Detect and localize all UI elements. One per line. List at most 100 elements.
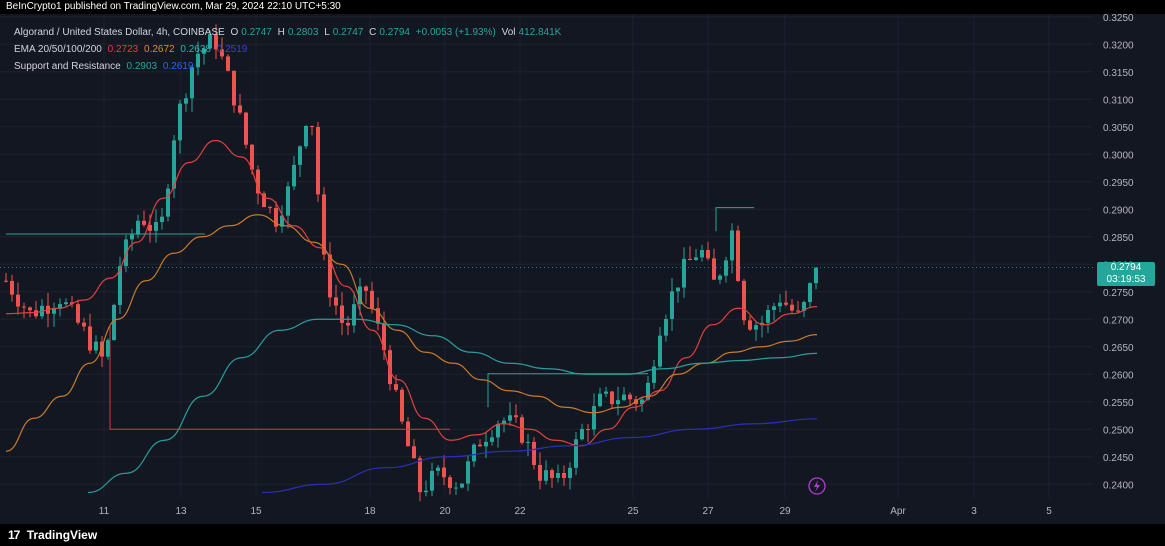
y-tick-label: 0.2750 (1103, 288, 1134, 299)
x-tick-label: 29 (779, 506, 791, 517)
y-tick-label: 0.2700 (1103, 315, 1134, 326)
y-tick-label: 0.2900 (1103, 205, 1134, 216)
candle-body (166, 188, 170, 217)
candle-body (262, 193, 266, 208)
candle-body (586, 429, 590, 431)
symbol-row: Algorand / United States Dollar, 4h, COI… (14, 24, 564, 41)
chart-legend: Algorand / United States Dollar, 4h, COI… (14, 24, 564, 75)
candle-body (616, 400, 620, 405)
candle-body (298, 146, 302, 165)
candle-body (322, 194, 326, 255)
ema100-line (87, 318, 818, 494)
y-tick-label: 0.2500 (1103, 425, 1134, 436)
candle-body (694, 257, 698, 260)
candle-body (178, 103, 182, 141)
x-tick-label: 13 (175, 506, 187, 517)
candle-body (16, 294, 20, 307)
ohlc-c-value: 0.2794 (379, 27, 410, 38)
y-tick-label: 0.3050 (1103, 123, 1134, 134)
published-text: BeInCrypto1 published on TradingView.com… (6, 1, 341, 12)
ohlc-h-label: H (277, 27, 285, 38)
ema-label[interactable]: EMA 20/50/100/200 (14, 44, 102, 55)
candle-body (406, 421, 410, 447)
candle-body (310, 126, 314, 128)
ema50-line (5, 214, 818, 452)
x-tick-label: 18 (364, 506, 376, 517)
symbol-label[interactable]: Algorand / United States Dollar, 4h, COI… (14, 27, 225, 38)
candle-body (448, 477, 452, 488)
sr-row: Support and Resistance 0.2903 0.2619 (14, 58, 564, 75)
candle-body (22, 306, 26, 308)
candle-body (496, 423, 500, 438)
candle-body (328, 254, 332, 298)
candle-body (574, 439, 578, 468)
candle-body (622, 394, 626, 401)
candle-body (436, 467, 440, 471)
candle-body (544, 470, 548, 481)
candle-body (610, 391, 614, 405)
candle-body (520, 417, 524, 443)
ema200-value: 0.2519 (216, 44, 248, 55)
candle-body (148, 224, 152, 231)
y-tick-label: 0.3150 (1103, 68, 1134, 79)
candle-body (664, 318, 668, 336)
footer-brand: 17 TradingView (0, 524, 1165, 546)
resistance-line-upper (715, 207, 754, 232)
support-line-lower (109, 324, 450, 430)
candle-body (154, 222, 158, 231)
support-line-mid (487, 373, 648, 408)
candle-body (412, 446, 416, 459)
candle-body (112, 304, 116, 341)
y-tick-label: 0.2550 (1103, 398, 1134, 409)
ema50-value: 0.2672 (144, 44, 175, 55)
candle-body (700, 250, 704, 258)
candle-body (754, 325, 758, 330)
candle-body (334, 297, 338, 306)
candle-body (478, 444, 482, 447)
candle-body (292, 164, 296, 187)
candle-body (208, 34, 212, 49)
ema-row: EMA 20/50/100/200 0.2723 0.2672 0.2638 0… (14, 41, 564, 58)
x-tick-label: 25 (627, 506, 639, 517)
candle-body (76, 304, 80, 323)
x-tick-label: Apr (890, 506, 906, 517)
candle-body (376, 308, 380, 324)
candle-body (400, 389, 404, 422)
volume-value: 412.841K (518, 27, 562, 38)
candle-body (238, 105, 242, 113)
candle-body (808, 283, 812, 303)
ema200-line (261, 418, 818, 494)
candle-body (628, 394, 632, 400)
candle-body (646, 382, 650, 400)
candle-body (514, 415, 518, 418)
candle-body (454, 487, 458, 489)
candle-body (160, 216, 164, 223)
candle-body (196, 53, 200, 68)
candle-body (592, 406, 596, 430)
candle-body (652, 366, 656, 383)
candle-body (250, 144, 254, 170)
candle-body (394, 384, 398, 390)
candle-body (562, 472, 566, 478)
candle-body (232, 70, 236, 106)
candle-body (784, 302, 788, 305)
candle-body (304, 126, 308, 147)
x-tick-label: 5 (1046, 506, 1052, 517)
candle-body (580, 429, 584, 440)
candle-body (130, 234, 134, 240)
candle-body (742, 280, 746, 321)
x-tick-label: 11 (99, 506, 110, 517)
x-tick-label: 27 (702, 506, 714, 517)
candle-body (118, 266, 122, 305)
published-header: BeInCrypto1 published on TradingView.com… (0, 0, 1165, 14)
candle-body (466, 461, 470, 484)
ohlc-o-label: O (230, 27, 239, 38)
candle-body (670, 291, 674, 319)
candle-body (286, 186, 290, 216)
sr-label[interactable]: Support and Resistance (14, 61, 121, 72)
lightning-icon (808, 477, 826, 495)
x-tick-label: 15 (250, 506, 262, 517)
candle-body (256, 169, 260, 194)
